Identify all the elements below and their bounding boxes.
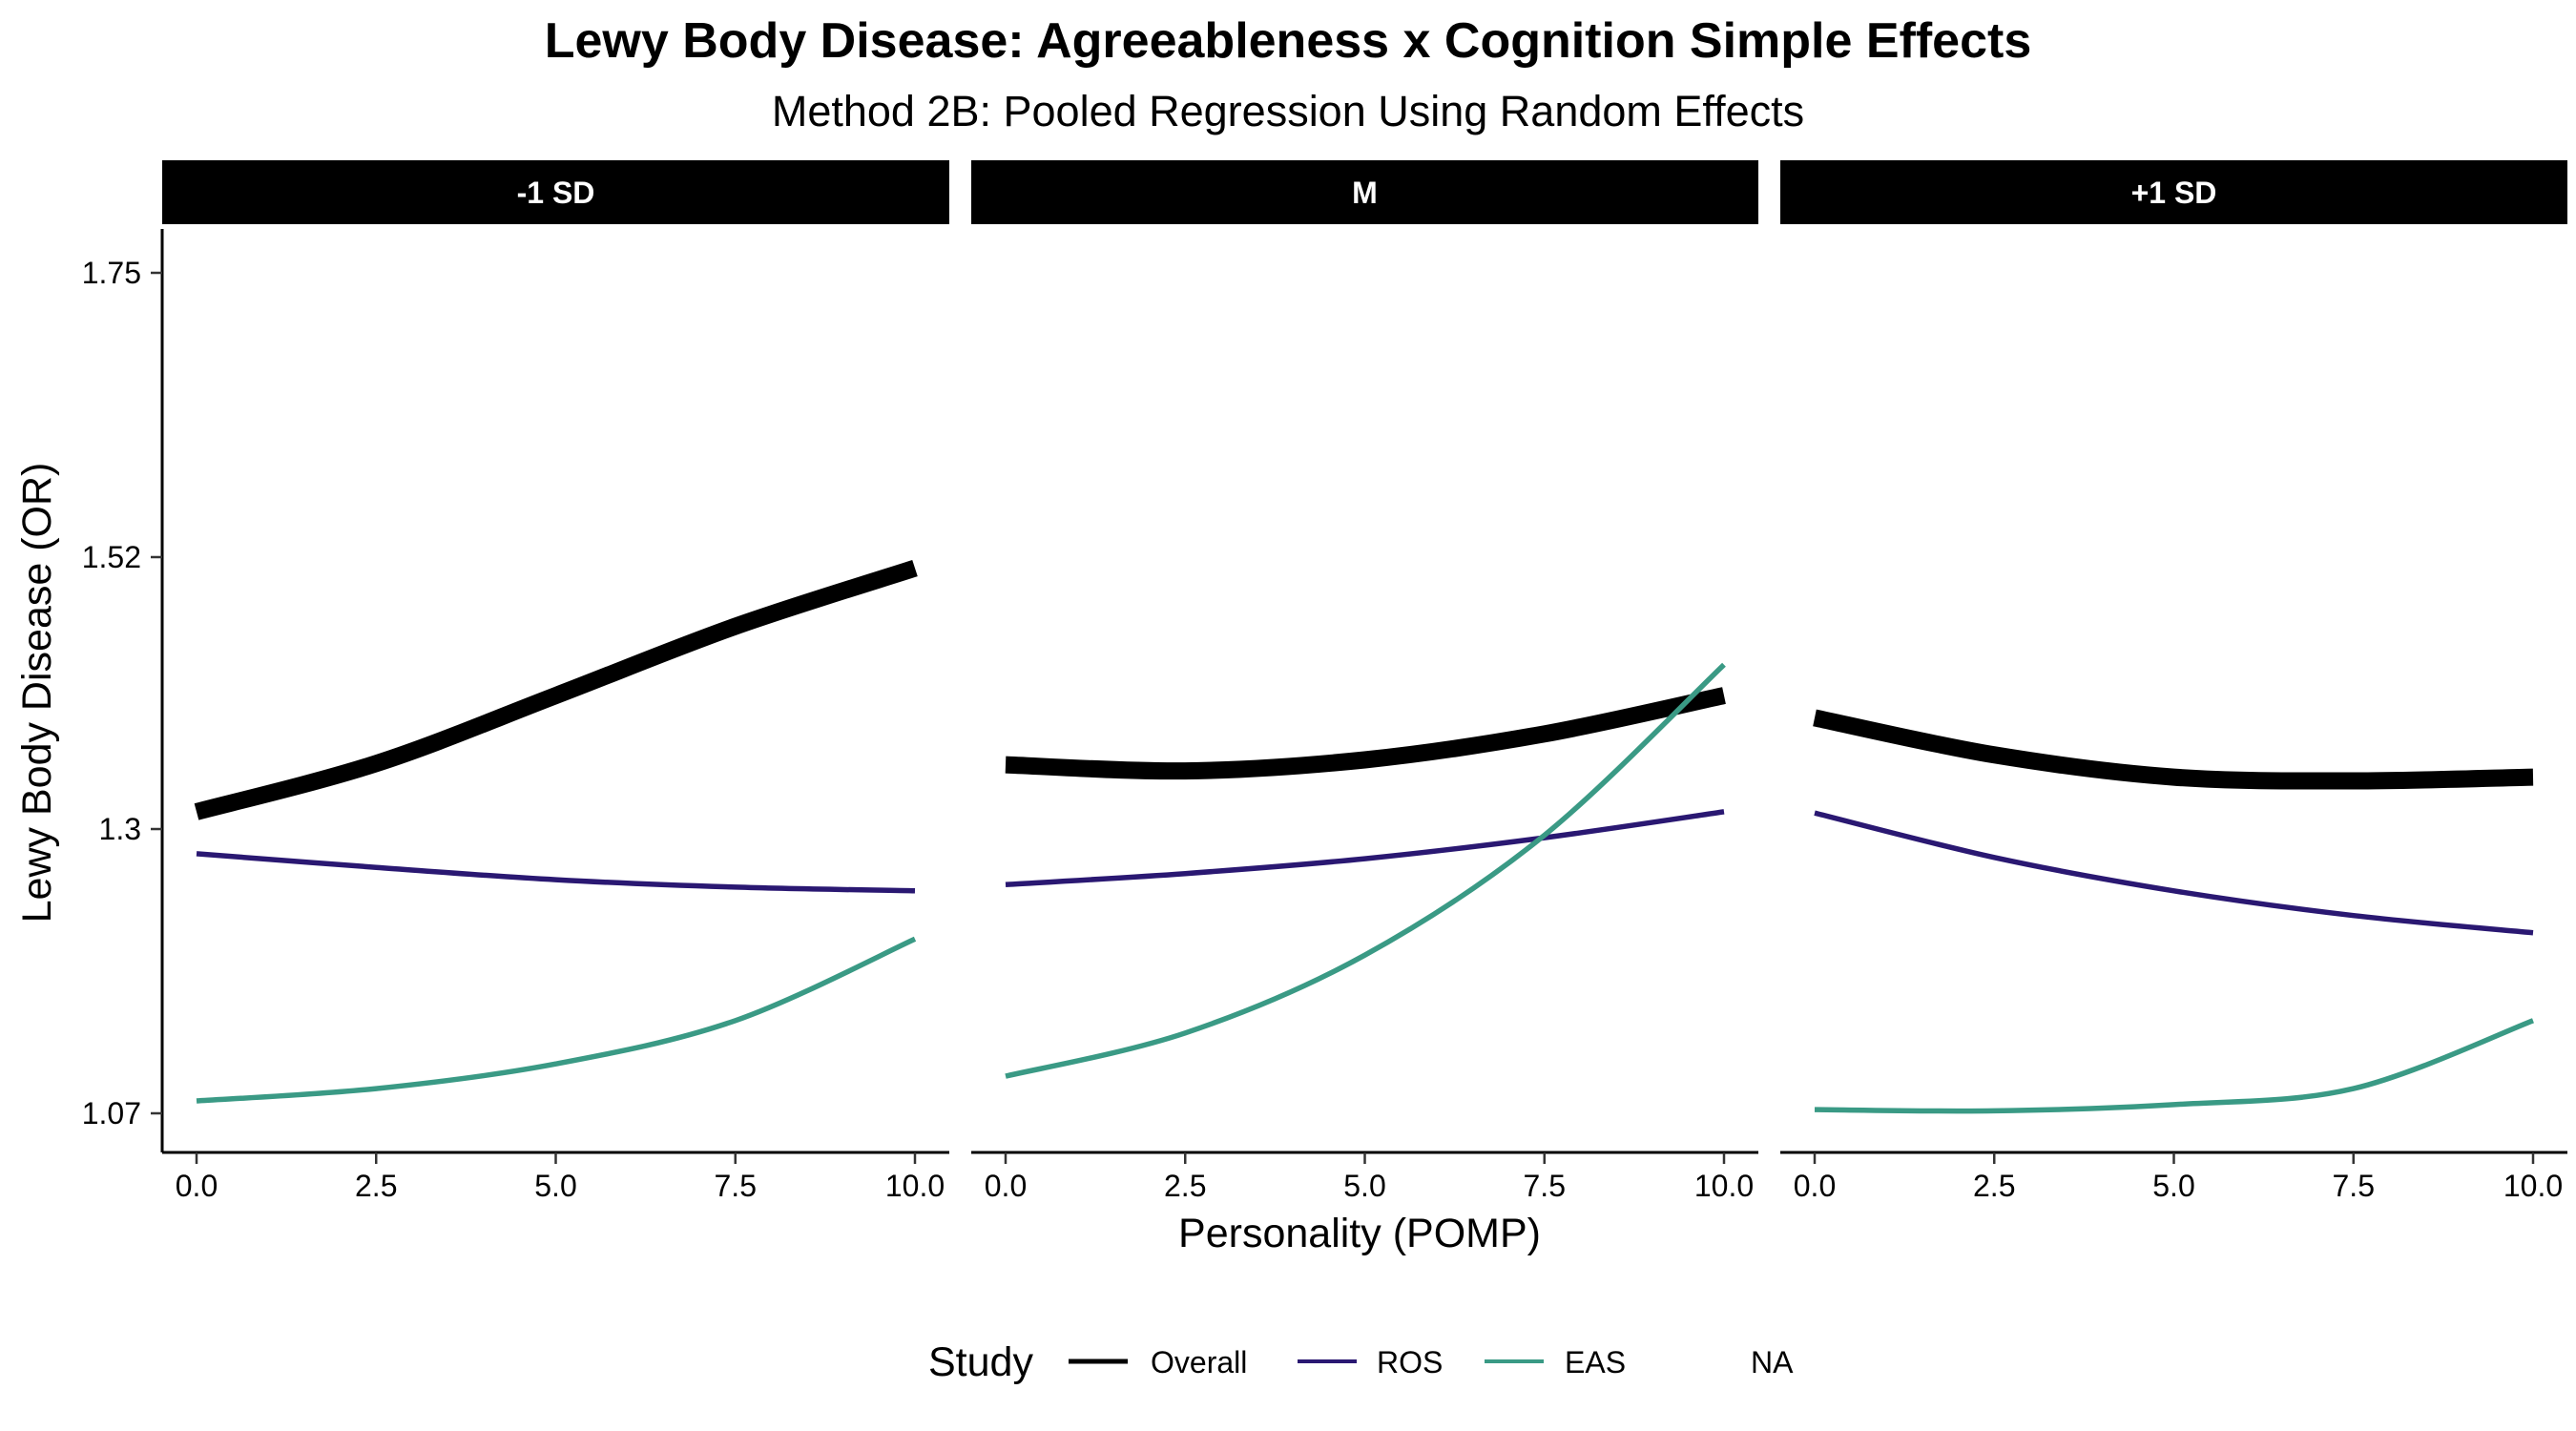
x-tick-label: 7.5 bbox=[1524, 1169, 1566, 1203]
series-line-overall bbox=[1005, 687, 1726, 780]
y-tick-label: 1.07 bbox=[82, 1096, 141, 1130]
x-tick-label: 10.0 bbox=[2503, 1169, 2563, 1203]
x-tick-label: 2.5 bbox=[355, 1169, 397, 1203]
x-tick-label: 0.0 bbox=[1794, 1169, 1836, 1203]
facet-strip-label: +1 SD bbox=[2131, 176, 2217, 210]
series-line-overall bbox=[1813, 709, 2534, 790]
legend-label-eas: EAS bbox=[1565, 1345, 1626, 1379]
x-tick-label: 2.5 bbox=[1164, 1169, 1206, 1203]
series-line-eas bbox=[1814, 1018, 2534, 1114]
x-tick-label: 7.5 bbox=[715, 1169, 757, 1203]
facet-panels: -1 SD0.0 2.5 5.0 7.5 10.0M0.0 2.5 5.0 7.5 10.0+1… bbox=[162, 160, 2567, 1203]
x-tick-label: 10.0 bbox=[1694, 1169, 1754, 1203]
x-tick-label: 7.5 bbox=[2333, 1169, 2375, 1203]
legend-title: Study bbox=[928, 1339, 1033, 1385]
y-tick-label: 1.3 bbox=[99, 812, 141, 846]
series-line-ros bbox=[1814, 810, 2534, 936]
facet-strip-label: -1 SD bbox=[517, 176, 595, 210]
chart-subtitle: Method 2B: Pooled Regression Using Rando… bbox=[772, 87, 1804, 135]
x-tick-label: 5.0 bbox=[534, 1169, 576, 1203]
y-tick-label: 1.75 bbox=[82, 256, 141, 290]
y-axis: 1.07 1.3 1.52 1.75 bbox=[82, 229, 164, 1152]
x-axis-title: Personality (POMP) bbox=[1178, 1211, 1541, 1256]
panel-1-sd: -1 SD 0.0 2.5 5.0 7.5 10.0 bbox=[162, 160, 949, 1203]
legend-label-na: NA bbox=[1751, 1345, 1794, 1379]
facet-strip bbox=[162, 160, 949, 224]
x-tick-label: 5.0 bbox=[2152, 1169, 2194, 1203]
series-line-ros bbox=[196, 851, 916, 894]
facet-strip bbox=[1780, 160, 2567, 224]
panel-1-sd: +1 SD 0.0 2.5 5.0 7.5 10.0 bbox=[1780, 160, 2567, 1203]
x-tick-label: 5.0 bbox=[1343, 1169, 1385, 1203]
legend: Study Overall ROS EAS NA bbox=[928, 1339, 1794, 1385]
series-line-eas bbox=[1005, 662, 1726, 1079]
legend-label-overall: Overall bbox=[1151, 1345, 1247, 1379]
x-tick-label: 10.0 bbox=[885, 1169, 945, 1203]
x-tick-label: 0.0 bbox=[176, 1169, 218, 1203]
x-tick-label: 0.0 bbox=[985, 1169, 1027, 1203]
facet-strip-label: M bbox=[1352, 176, 1378, 210]
y-axis-title: Lewy Body Disease (OR) bbox=[14, 463, 60, 923]
series-line-ros bbox=[1005, 809, 1725, 888]
series-line-eas bbox=[196, 936, 917, 1104]
legend-label-ros: ROS bbox=[1377, 1345, 1443, 1379]
series-line-overall bbox=[194, 560, 918, 820]
facet-strip bbox=[971, 160, 1758, 224]
chart-title: Lewy Body Disease: Agreeableness x Cogni… bbox=[545, 13, 2032, 69]
panel-m: M 0.0 2.5 5.0 7.5 10.0 bbox=[971, 160, 1758, 1203]
y-tick-label: 1.52 bbox=[82, 540, 141, 574]
x-tick-label: 2.5 bbox=[1973, 1169, 2015, 1203]
